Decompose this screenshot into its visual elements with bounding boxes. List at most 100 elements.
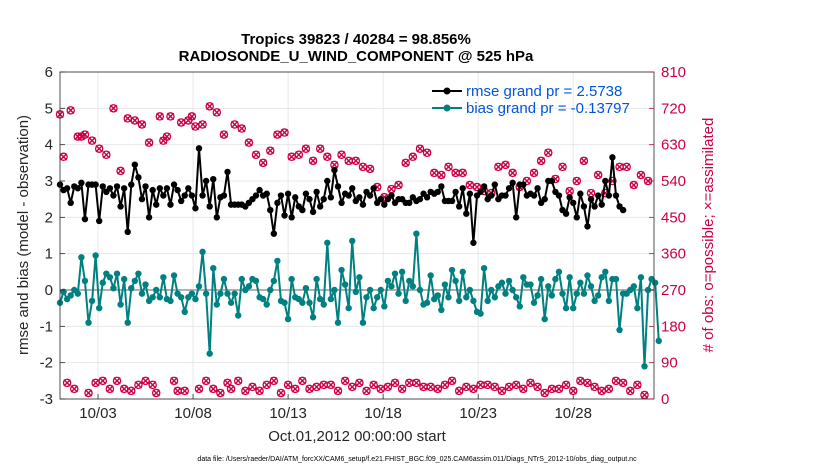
bias-point [498, 279, 506, 286]
obs-possible-point [501, 160, 510, 170]
obs-assimilated-point [455, 387, 463, 395]
obs-assimilated-point [131, 116, 139, 125]
obs-assimilated-point [252, 151, 260, 159]
rmse-point [577, 190, 584, 197]
obs-assimilated-stroke [295, 151, 303, 159]
obs-assimilated-point [341, 377, 349, 385]
obs-assimilated-stroke [245, 138, 253, 147]
obs-assimilated-point [469, 385, 478, 393]
obs-assimilated-stroke [148, 381, 157, 389]
obs-possible-point [383, 382, 393, 392]
bias-point [484, 297, 491, 305]
obs-assimilated-stroke [441, 381, 449, 389]
rmse-point [309, 208, 317, 216]
obs-assimilated-point [391, 379, 399, 387]
bias-point [413, 230, 420, 237]
rmse-point [81, 215, 89, 223]
obs-possible-point [148, 380, 157, 390]
rmse-point [128, 181, 135, 188]
obs-possible-point [84, 388, 93, 398]
obs-assimilated-stroke [70, 385, 78, 393]
bias-point [224, 290, 231, 297]
obs-assimilated-stroke [384, 383, 392, 391]
obs-assimilated-point [355, 379, 364, 387]
obs-assimilated-stroke [59, 153, 68, 161]
obs-possible-point [536, 156, 546, 166]
obs-assimilated-point [277, 389, 285, 397]
rmse-point [199, 192, 206, 199]
rmse-point [288, 214, 295, 221]
legend-rmse-label: rmse grand pr = 2.5738 [466, 83, 622, 100]
obs-assimilated-stroke [630, 181, 638, 189]
y-tick-label: 3 [45, 173, 53, 190]
rmse-point [377, 195, 384, 203]
bias-point [263, 301, 270, 308]
obs-possible-point [87, 136, 97, 145]
obs-possible-point [315, 144, 325, 153]
obs-possible-point [169, 376, 179, 386]
obs-possible-point [248, 382, 257, 392]
bias-point [142, 281, 149, 288]
obs-possible-point [340, 376, 350, 386]
rmse-point [612, 192, 620, 199]
bias-point [591, 297, 598, 305]
obs-assimilated-point [166, 112, 175, 121]
obs-assimilated-point [622, 163, 631, 171]
obs-assimilated-point [259, 159, 267, 167]
rmse-point [566, 194, 573, 201]
obs-assimilated-point [124, 114, 132, 123]
bias-point [502, 290, 509, 297]
obs-assimilated-stroke [451, 169, 460, 177]
y2-axis-label: # of obs: o=possible; ×=assimilated [700, 118, 717, 353]
bias-point [602, 268, 609, 276]
rmse-point [466, 190, 474, 197]
obs-possible-point [180, 386, 189, 396]
obs-assimilated-stroke [163, 132, 171, 141]
obs-assimilated-point [81, 130, 89, 139]
obs-assimilated-point [170, 377, 178, 385]
rmse-point [619, 206, 627, 214]
bias-point [384, 277, 392, 285]
rmse-point [316, 203, 324, 210]
rmse-point [349, 185, 356, 192]
bias-point [516, 303, 523, 310]
obs-assimilated-stroke [312, 383, 321, 391]
obs-assimilated-stroke [355, 379, 364, 387]
y-axis-right: 0 90 180 270 360 450 540 630 720 810 [649, 64, 686, 408]
rmse-point [252, 192, 260, 199]
obs-possible-point [230, 120, 239, 129]
rmse-point [438, 183, 445, 190]
x-tick-label: 10/03 [79, 405, 117, 422]
obs-assimilated-stroke [448, 377, 456, 385]
obs-assimilated-point [402, 159, 410, 167]
bias-point [441, 281, 449, 288]
obs-assimilated-point [459, 169, 467, 177]
obs-assimilated-point [298, 377, 307, 385]
obs-assimilated-point [441, 381, 449, 389]
bias-point [128, 284, 135, 292]
obs-assimilated-stroke [223, 379, 232, 387]
y2-tick-label: 810 [661, 64, 686, 81]
obs-assimilated-point [437, 171, 446, 179]
obs-assimilated-stroke [444, 163, 453, 171]
obs-assimilated-point [127, 387, 135, 395]
bias-point [366, 286, 374, 294]
rmse-point [167, 201, 174, 208]
bias-point [651, 279, 659, 286]
rmse-point [63, 185, 71, 192]
rmse-point [505, 185, 513, 192]
rmse-point [580, 203, 588, 210]
bias-point [434, 292, 441, 299]
rmse-point [177, 197, 185, 205]
obs-assimilated-stroke [309, 157, 317, 165]
rmse-point [160, 192, 167, 199]
rmse-point [406, 199, 413, 206]
obs-possible-point [98, 376, 108, 386]
obs-possible-point [112, 376, 122, 386]
obs-assimilated-point [494, 163, 503, 171]
obs-possible-point [326, 380, 336, 390]
rmse-point [202, 177, 210, 185]
obs-possible-point [447, 376, 457, 386]
x-tick-label: 10/23 [459, 405, 497, 422]
